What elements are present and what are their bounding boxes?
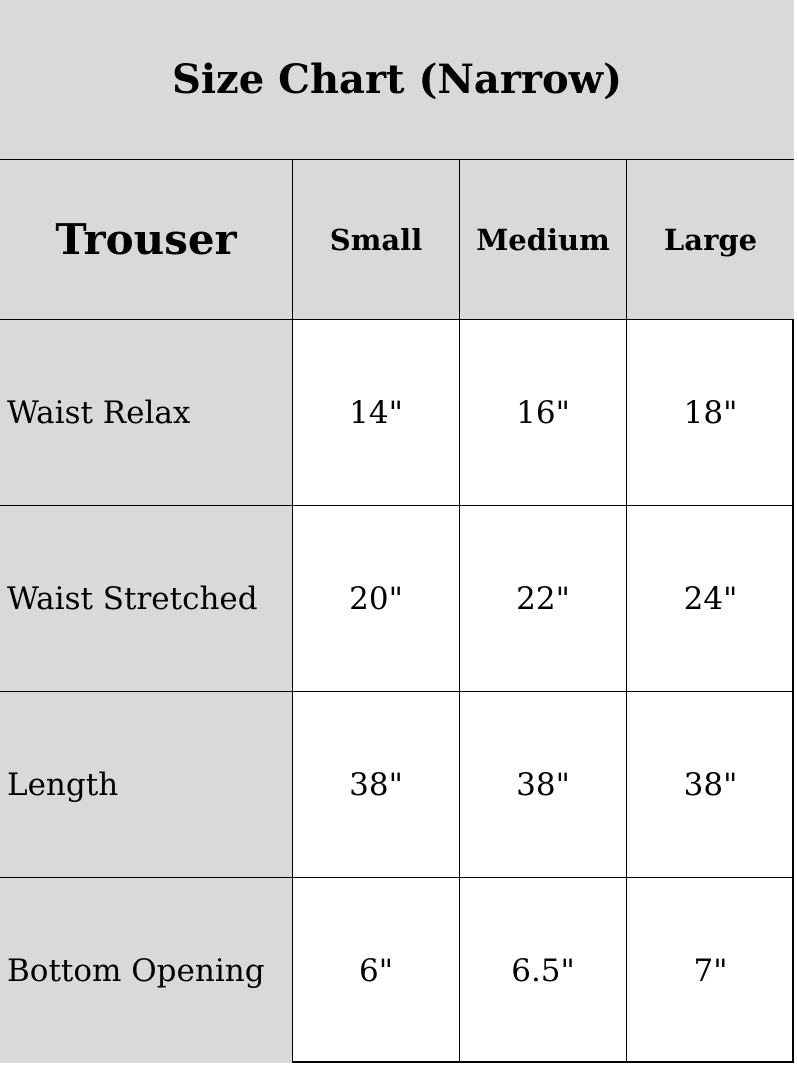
table-cell: 7" xyxy=(693,952,728,989)
table-cell: 38" xyxy=(627,692,794,878)
table-cell: 24" xyxy=(627,506,794,692)
column-header-large: Large xyxy=(627,160,794,320)
row-label: Waist Stretched xyxy=(0,506,293,692)
table-cell: 38" xyxy=(293,692,460,878)
row-label: Waist Relax xyxy=(0,320,293,506)
table-cell: 14" xyxy=(293,320,460,506)
table-cell: 6" xyxy=(293,878,460,1063)
table-cell: 38" xyxy=(460,692,627,878)
table-cell: 6.5" xyxy=(460,878,627,1063)
table-cell: 16" xyxy=(460,320,627,506)
column-header-small: Small xyxy=(293,160,460,320)
row-label: Bottom Opening xyxy=(0,878,293,1063)
size-chart-table: Trouser Small Medium Large Waist Relax 1… xyxy=(0,160,794,1063)
table-corner-header: Trouser xyxy=(0,160,293,320)
table-cell: 20" xyxy=(293,506,460,692)
table-cell: 22" xyxy=(460,506,627,692)
page-title: Size Chart (Narrow) xyxy=(0,0,794,160)
column-header-medium: Medium xyxy=(460,160,627,320)
row-label: Length xyxy=(0,692,293,878)
table-cell: 18" xyxy=(627,320,794,506)
